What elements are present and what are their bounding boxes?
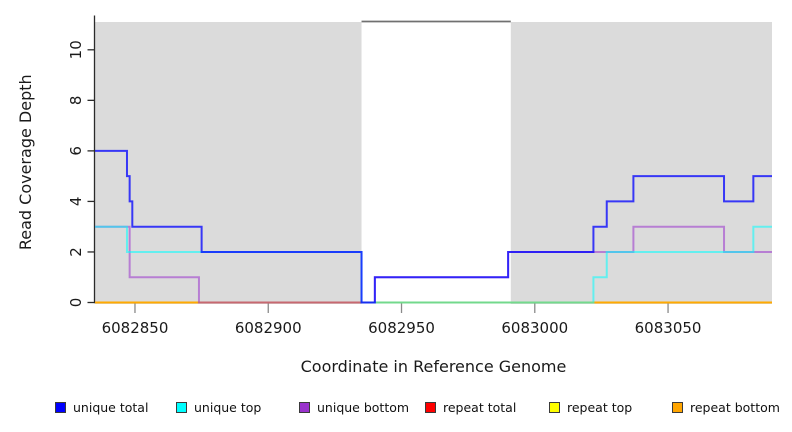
unique-top-swatch	[176, 401, 187, 413]
series-unique-total-line	[95, 149, 772, 304]
legend-item-repeat-total: repeat total	[425, 399, 516, 415]
legend-label: repeat total	[443, 399, 517, 415]
legend-label: unique top	[194, 399, 262, 415]
shaded-region-shaded-right	[510, 22, 772, 304]
x-tick-label: 6082850	[102, 319, 169, 337]
legend-item-repeat-top: repeat top	[549, 399, 632, 415]
legend-item-unique-bottom: unique bottom	[299, 399, 409, 415]
series-unique-top-line	[95, 225, 772, 304]
x-axis-title: Coordinate in Reference Genome	[301, 357, 567, 376]
repeat-bottom-swatch	[672, 401, 683, 413]
legend-label: unique bottom	[317, 399, 410, 415]
repeat-top-swatch	[549, 401, 560, 413]
y-tick-label: 10	[67, 40, 85, 59]
x-tick-label: 6083050	[635, 319, 702, 337]
y-tick-label: 4	[67, 197, 85, 207]
x-tick-label: 6083000	[501, 319, 568, 337]
x-tick-label: 6082950	[368, 319, 435, 337]
plot-legend: unique total unique top unique bottom repea…	[0, 399, 792, 419]
shaded-region-shaded-left	[95, 22, 362, 304]
legend-label: repeat top	[567, 399, 633, 415]
unique-total-swatch	[55, 401, 66, 413]
y-tick-label: 6	[67, 146, 85, 156]
legend-label: unique total	[73, 399, 149, 415]
unique-bottom-swatch	[299, 401, 310, 413]
x-tick-label: 6082900	[235, 319, 302, 337]
repeat-total-swatch	[425, 401, 436, 413]
y-tick-label: 0	[67, 298, 85, 308]
legend-item-unique-total: unique total	[55, 399, 148, 415]
legend-item-unique-top: unique top	[176, 399, 261, 415]
y-tick-label: 2	[67, 247, 85, 257]
y-tick-label: 8	[67, 96, 85, 106]
y-axis-title: Read Coverage Depth	[16, 74, 35, 250]
legend-item-repeat-bottom: repeat bottom	[672, 399, 780, 415]
legend-label: repeat bottom	[690, 399, 780, 415]
